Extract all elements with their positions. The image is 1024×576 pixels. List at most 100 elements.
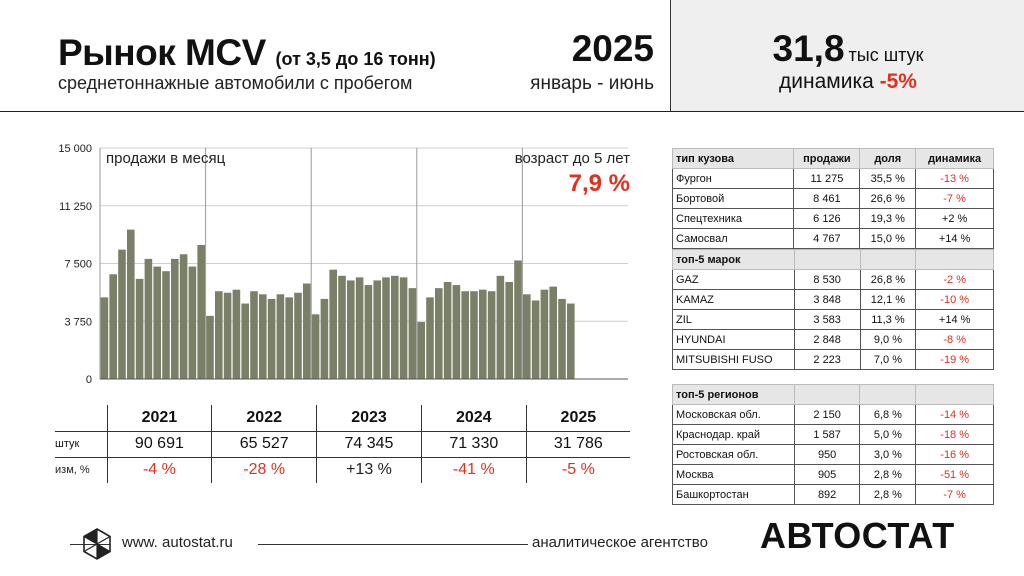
bar [241,303,249,379]
y-tick-label: 0 [86,374,92,386]
cell-sales: 950 [793,444,861,465]
bar [479,289,487,379]
cell-share: 6,8 % [859,404,917,425]
units-cell: 74 345 [316,431,422,458]
bar [135,278,144,379]
cell-name: Спецтехника [671,208,795,229]
table-row: MITSUBISHI FUSO 2 223 7,0 % -19 % [672,349,994,370]
bar [496,275,505,379]
y-tick-label: 11 250 [59,201,92,213]
regions-header: топ-5 регионов [672,384,994,405]
cell-dynamics: -51 % [915,464,994,485]
cell-name: Краснодар. край [672,424,795,445]
table-row: GAZ 8 530 26,8 % -2 % [672,269,994,290]
bar [276,294,285,379]
autostat-logo-icon [83,528,111,560]
bar [567,303,575,379]
cell-name: Бортовой [671,188,795,209]
dynamics-line: динамика -5% [671,70,1024,94]
cell-share: 2,8 % [859,484,917,505]
change-cell: -4 % [106,457,212,483]
change-cell: -28 % [211,457,317,483]
bar [144,258,153,379]
cell-name: Башкортостан [672,484,795,505]
cell-dynamics: -8 % [915,329,994,350]
year-label: 2025 [571,28,654,69]
header-cell: динамика [915,148,994,169]
cell-share: 11,3 % [859,309,917,330]
title-text: Рынок MCV [58,32,266,73]
dynamics-value: -5% [879,70,917,93]
bar [443,281,452,379]
y-tick-label: 15 000 [58,143,92,155]
cell-name: MITSUBISHI FUSO [672,349,795,370]
bar [162,271,170,379]
table-row: KAMAZ 3 848 12,1 % -10 % [672,289,994,310]
table-row: Бортовой 8 461 26,6 % -7 % [671,188,994,209]
change-row: изм, % -4 % -28 % +13 % -41 % -5 % [55,457,630,483]
cell-dynamics: +14 % [915,309,994,330]
header-cell: доля [859,148,917,169]
cell-share: 26,6 % [859,188,917,209]
total-line: 31,8 тыс штук [671,28,1024,70]
bar [223,292,232,379]
cell-sales: 4 767 [793,228,861,249]
units-cell: 31 786 [525,431,630,458]
bar [540,289,549,379]
change-cell: -41 % [420,457,527,483]
header: Рынок MCV (от 3,5 до 16 тонн) среднетонн… [0,0,1024,112]
page-subtitle: среднетоннажные автомобили с пробегом [58,73,413,93]
cell-dynamics: -7 % [915,188,994,209]
bar [558,298,566,379]
bar [452,285,461,379]
bar [505,281,513,379]
bar [267,298,276,379]
bar [127,229,135,379]
cell-dynamics: -18 % [915,424,994,445]
bar [426,297,434,379]
bar [523,294,531,379]
bar [179,254,188,379]
bar [347,280,355,379]
bar [171,258,179,379]
cell-dynamics: -2 % [915,269,994,290]
bar [285,297,293,379]
cell-share: 19,3 % [859,208,917,229]
bar [118,249,126,379]
bar [250,291,258,379]
cell-dynamics: -13 % [915,168,994,189]
cell-sales: 3 583 [793,309,861,330]
table-row: Самосвал 4 767 15,0 % +14 % [671,228,994,249]
bar [355,277,364,379]
age-value: 7,9 % [568,170,630,197]
bar [408,288,417,379]
bar [329,269,337,379]
header-cell [915,384,994,405]
year-header-row: 2021 2022 2023 2024 2025 [55,405,630,432]
cell-share: 3,0 % [859,444,917,465]
header-cell [859,249,917,270]
cell-name: GAZ [672,269,795,290]
bar [338,275,346,379]
cell-sales: 8 461 [793,188,861,209]
change-cell: -5 % [525,457,630,483]
cell-dynamics: -7 % [915,484,994,505]
bar [294,292,302,379]
cell-share: 2,8 % [859,464,917,485]
change-cell: +13 % [316,457,422,483]
cell-name: HYUNDAI [672,329,795,350]
bar [215,291,223,379]
header-summary: 31,8 тыс штук динамика -5% [670,0,1024,111]
units-row: штук 90 691 65 527 74 345 71 330 31 786 [55,431,630,458]
site-link[interactable]: www. autostat.ru [122,534,233,551]
units-cell: 65 527 [211,431,317,458]
cell-sales: 892 [793,484,861,505]
cell-name: Фургон [671,168,795,189]
bar [399,277,408,379]
table-row: Московская обл. 2 150 6,8 % -14 % [672,404,994,425]
year-header: 2022 [211,405,317,432]
cell-sales: 8 530 [793,269,861,290]
y-tick-label: 3 750 [64,316,92,328]
table-row: Башкортостан 892 2,8 % -7 % [672,484,994,505]
header-left: Рынок MCV (от 3,5 до 16 тонн) среднетонн… [0,0,670,111]
